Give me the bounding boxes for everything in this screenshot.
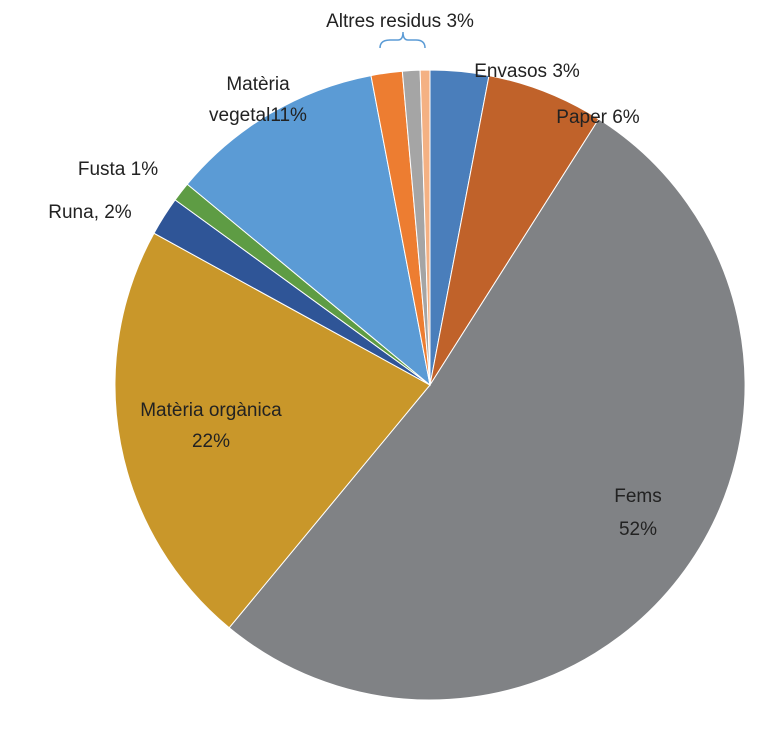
data-label: vegetal11% [209,105,307,126]
slice [419,69,431,386]
data-label: 52% [619,519,657,540]
slice [114,232,431,629]
data-label: Paper 6% [556,107,640,128]
pie [114,69,746,701]
data-label: Fems [614,486,662,507]
slice [186,74,431,387]
slice [228,118,746,701]
data-label: 22% [192,431,230,452]
data-label: Matèria orgànica [140,400,282,421]
annotation: Altres residus 3% [326,11,474,32]
slice [429,74,600,386]
data-label: Runa, 2% [48,202,132,223]
bracket [379,31,426,49]
data-label: Matèria [226,74,290,95]
data-label: Envasos 3% [474,61,580,82]
data-label: Fusta 1% [78,159,158,180]
